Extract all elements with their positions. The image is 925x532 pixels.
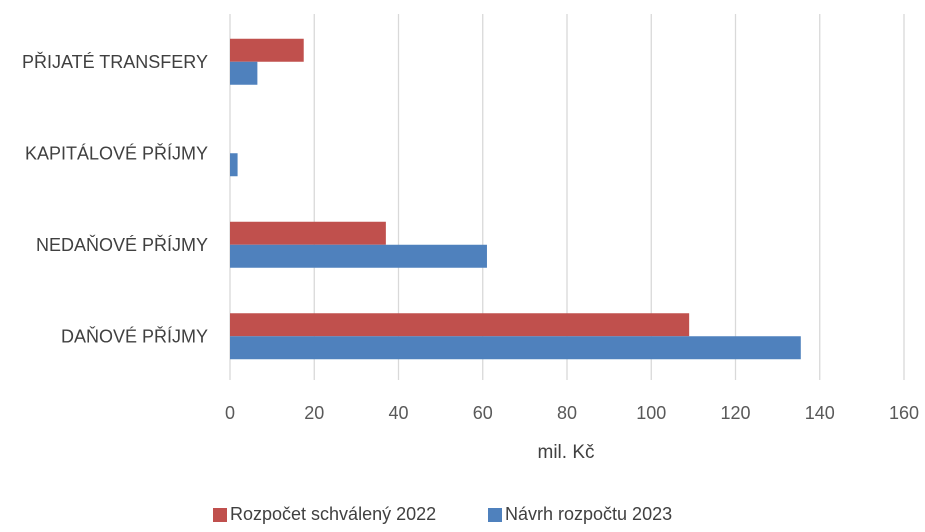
legend: Rozpočet schválený 2022 Návrh rozpočtu 20… (213, 504, 672, 524)
bars (230, 38, 801, 360)
category-label-2: NEDAŇOVÉ PŘÍJMY (36, 235, 208, 255)
bar-navrh-2023-3 (230, 336, 801, 360)
bar-navrh-2023-2 (230, 244, 487, 268)
legend-label-1: Návrh rozpočtu 2023 (505, 504, 672, 524)
bar-schvaleny-2022-2 (230, 221, 386, 245)
x-tick-label-160: 160 (889, 403, 919, 423)
bar-navrh-2023-0 (230, 61, 258, 85)
x-tick-label-40: 40 (388, 403, 408, 423)
bar-navrh-2023-1 (230, 153, 238, 177)
x-tick-label-100: 100 (636, 403, 666, 423)
x-tick-label-80: 80 (557, 403, 577, 423)
bar-schvaleny-2022-3 (230, 313, 690, 337)
legend-swatch-0 (213, 508, 227, 522)
category-label-0: PŘIJATÉ TRANSFERY (22, 52, 208, 72)
x-axis-title: mil. Kč (538, 442, 595, 463)
x-tick-labels: 0 20 40 60 80 100 120 140 160 (225, 403, 919, 423)
x-tick-label-60: 60 (473, 403, 493, 423)
legend-label-0: Rozpočet schválený 2022 (230, 504, 436, 524)
gridlines (229, 14, 905, 380)
category-label-3: DAŇOVÉ PŘÍJMY (61, 326, 208, 346)
bar-schvaleny-2022-0 (230, 38, 304, 62)
x-tick-label-120: 120 (720, 403, 750, 423)
legend-swatch-1 (488, 508, 502, 522)
category-labels: PŘIJATÉ TRANSFERY KAPITÁLOVÉ PŘÍJMY NEDAŇO… (22, 52, 208, 347)
category-label-1: KAPITÁLOVÉ PŘÍJMY (25, 143, 208, 163)
x-tick-label-20: 20 (304, 403, 324, 423)
x-tick-label-0: 0 (225, 403, 235, 423)
x-tick-label-140: 140 (805, 403, 835, 423)
